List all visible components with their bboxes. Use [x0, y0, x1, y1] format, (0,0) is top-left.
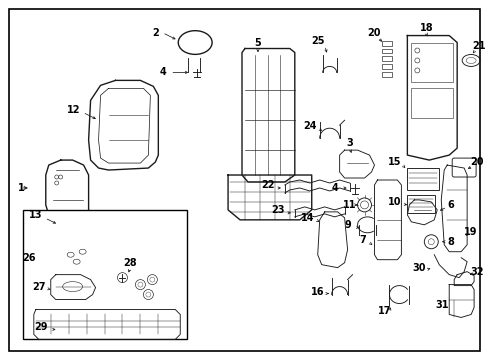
Text: 23: 23	[270, 205, 284, 215]
Text: 9: 9	[344, 220, 350, 230]
Bar	[407, 195, 434, 213]
Text: 30: 30	[412, 263, 425, 273]
Text: 32: 32	[469, 267, 483, 276]
Text: 24: 24	[303, 121, 316, 131]
Bar	[382, 41, 392, 45]
Text: 6: 6	[447, 200, 454, 210]
Text: 25: 25	[310, 36, 324, 46]
Bar	[382, 57, 392, 62]
Text: 8: 8	[447, 237, 454, 247]
Bar	[382, 72, 392, 77]
Bar	[23, 210, 187, 339]
Text: 1: 1	[18, 183, 24, 193]
Text: 7: 7	[358, 235, 365, 245]
Text: 4: 4	[160, 67, 166, 77]
Bar	[407, 168, 438, 190]
Text: 14: 14	[301, 213, 314, 223]
Text: 26: 26	[22, 253, 36, 263]
Text: 12: 12	[67, 105, 80, 115]
Bar	[382, 64, 392, 69]
Text: 27: 27	[32, 282, 45, 292]
Text: 18: 18	[419, 23, 432, 33]
Text: 17: 17	[377, 306, 390, 316]
Text: 5: 5	[254, 37, 261, 48]
Text: 20: 20	[469, 157, 483, 167]
Text: 28: 28	[123, 258, 137, 268]
Text: 22: 22	[261, 180, 274, 190]
Text: 2: 2	[152, 28, 159, 37]
Text: 3: 3	[346, 138, 352, 148]
Text: 31: 31	[435, 300, 448, 310]
Text: 19: 19	[464, 227, 477, 237]
Text: 13: 13	[29, 210, 42, 220]
Bar	[410, 88, 452, 118]
Text: 11: 11	[342, 200, 356, 210]
Text: 29: 29	[34, 323, 47, 332]
Text: 21: 21	[471, 41, 485, 50]
Text: 16: 16	[310, 287, 324, 297]
Bar	[410, 42, 452, 82]
Text: 20: 20	[367, 28, 381, 37]
Text: 4: 4	[330, 183, 337, 193]
Text: 10: 10	[387, 197, 400, 207]
Bar	[382, 49, 392, 54]
Text: 15: 15	[387, 157, 400, 167]
